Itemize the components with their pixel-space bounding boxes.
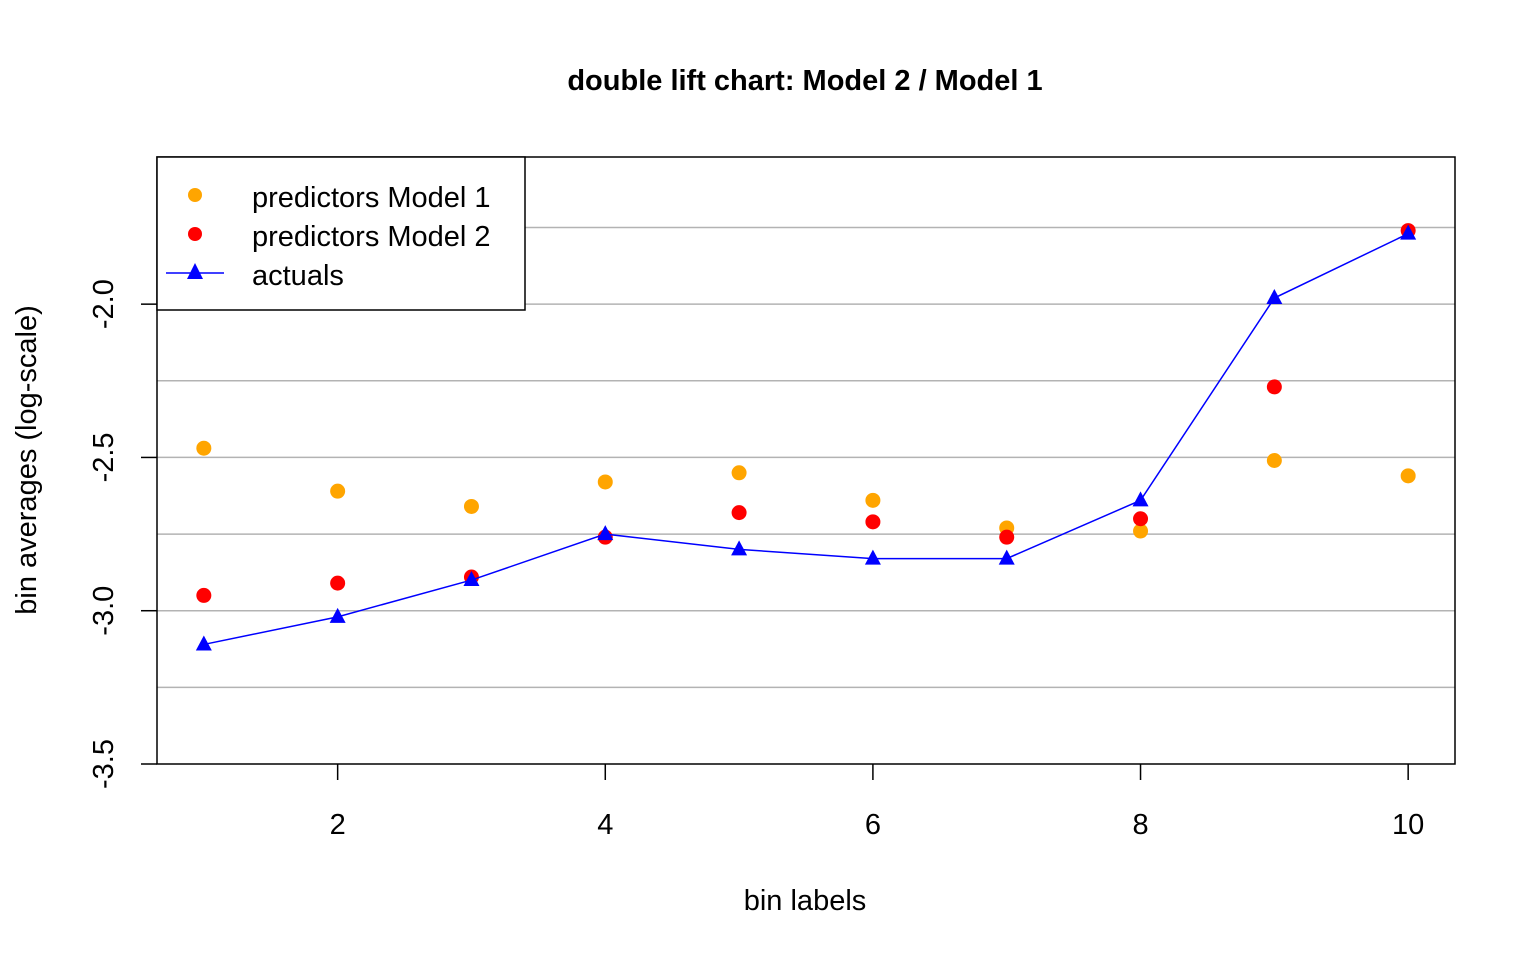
- x-axis-label: bin labels: [744, 885, 867, 917]
- x-tick-label: 4: [597, 809, 613, 841]
- x-tick-label: 8: [1132, 809, 1148, 841]
- model1-point: [330, 484, 345, 499]
- y-tick-label: -2.5: [88, 432, 120, 482]
- model2-point: [999, 530, 1014, 545]
- model2-point: [1133, 511, 1148, 526]
- legend-label-model1: predictors Model 1: [252, 182, 491, 214]
- model2-point: [732, 505, 747, 520]
- y-tick-label: -3.0: [88, 586, 120, 636]
- x-tick-label: 10: [1392, 809, 1424, 841]
- model1-point: [196, 441, 211, 456]
- legend-marker-model2: [188, 227, 202, 241]
- y-tick-label: -2.0: [88, 279, 120, 329]
- model1-point: [464, 499, 479, 514]
- chart-title: double lift chart: Model 2 / Model 1: [567, 65, 1042, 97]
- x-tick-label: 2: [330, 809, 346, 841]
- model2-point: [865, 514, 880, 529]
- model1-point: [732, 465, 747, 480]
- legend: predictors Model 1 predictors Model 2 ac…: [157, 157, 525, 310]
- model1-point: [598, 474, 613, 489]
- legend-label-model2: predictors Model 2: [252, 221, 491, 253]
- legend-label-actuals: actuals: [252, 260, 344, 292]
- legend-marker-model1: [188, 188, 202, 202]
- y-axis-label: bin averages (log-scale): [11, 305, 43, 614]
- x-tick-label: 6: [865, 809, 881, 841]
- model1-point: [1401, 468, 1416, 483]
- y-tick-label: -3.5: [88, 739, 120, 789]
- model2-point: [196, 588, 211, 603]
- model2-point: [330, 576, 345, 591]
- model1-point: [1267, 453, 1282, 468]
- model1-point: [865, 493, 880, 508]
- model2-point: [1267, 379, 1282, 394]
